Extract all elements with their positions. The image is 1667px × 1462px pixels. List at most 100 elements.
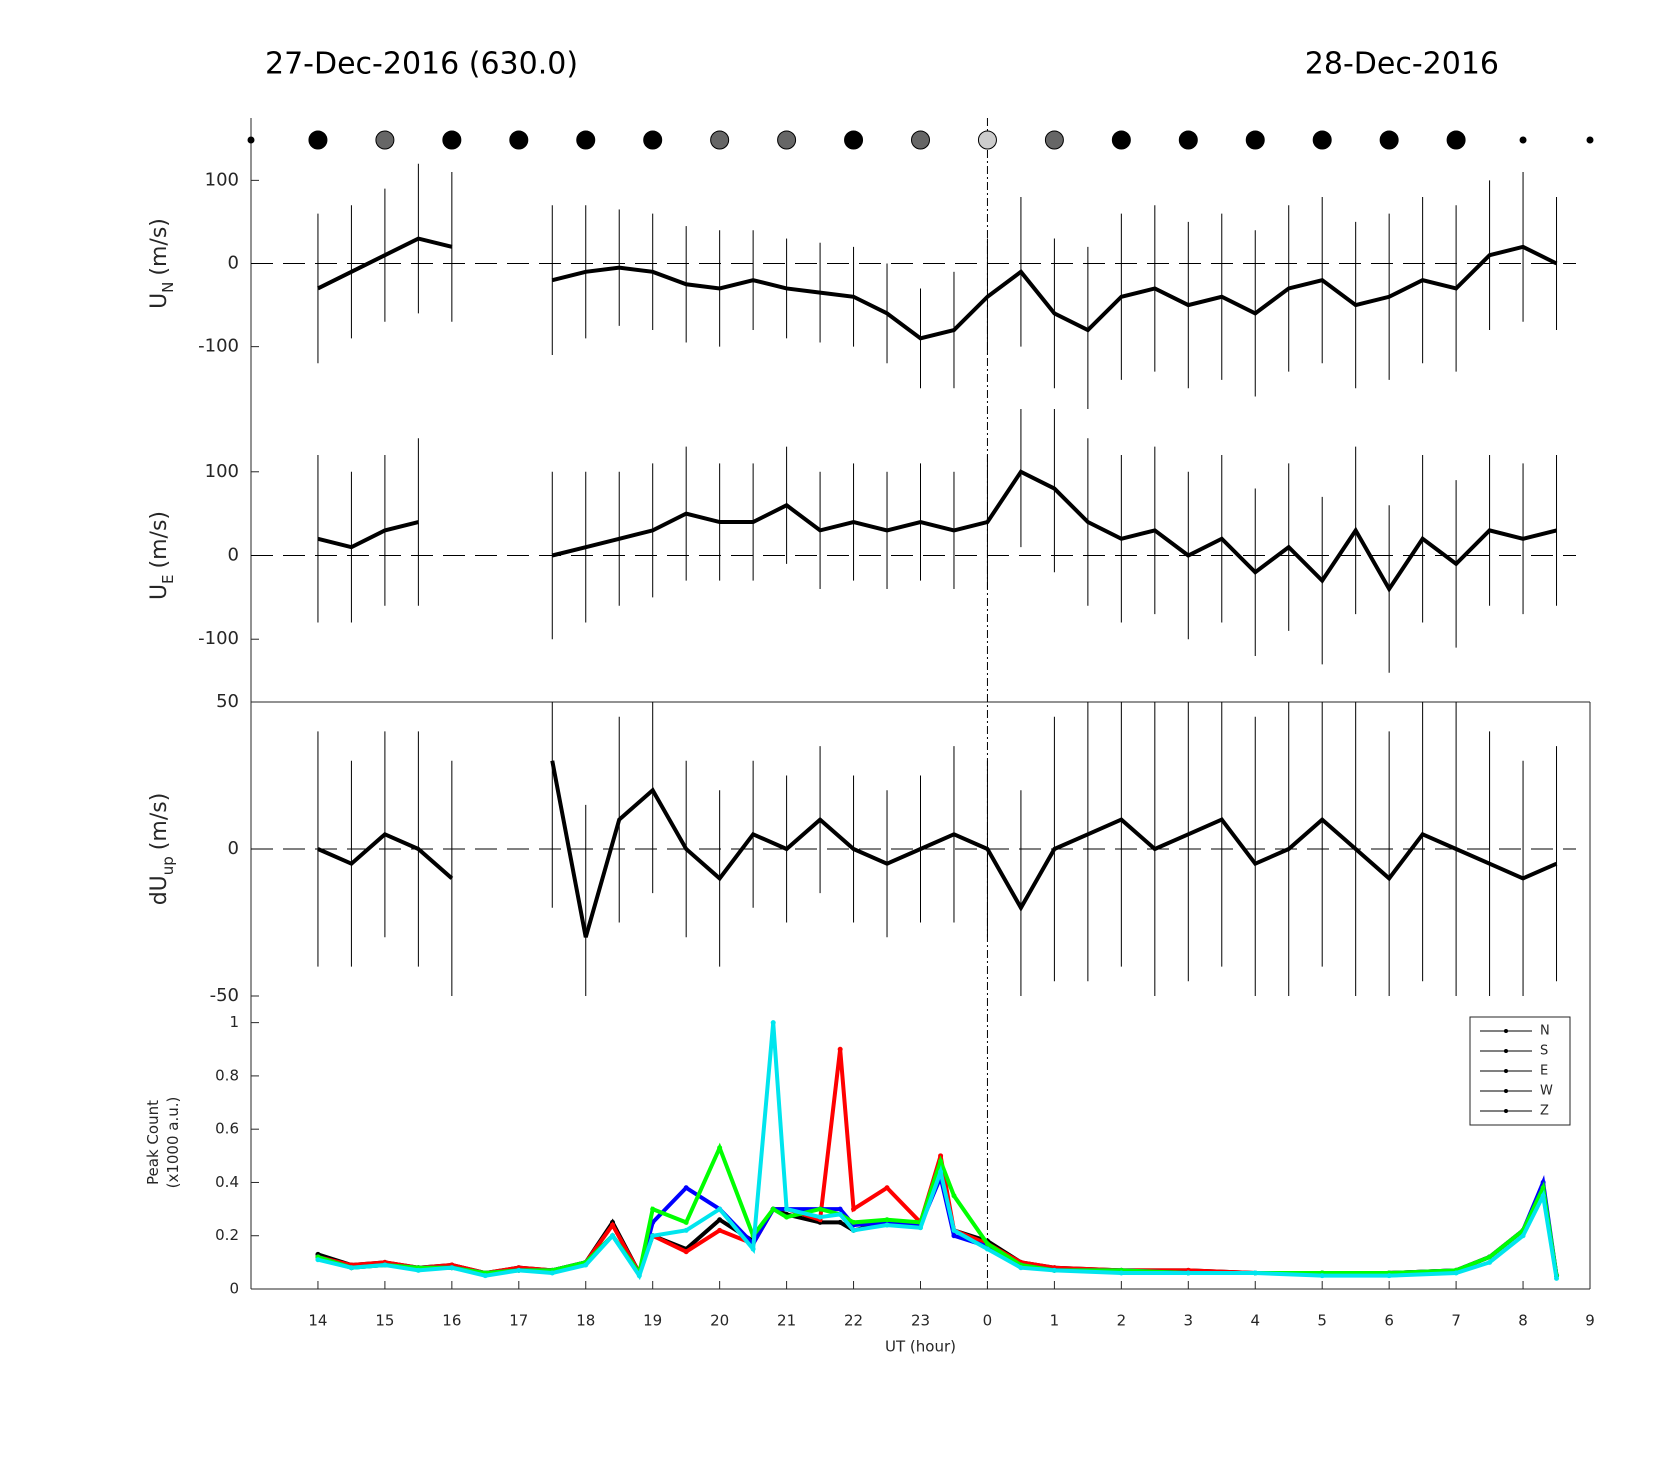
sky-marker: [977, 130, 997, 150]
x-tick-label: 1: [1050, 1312, 1060, 1330]
series-dot: [951, 1233, 957, 1239]
y-label-main: dU: [147, 875, 172, 905]
x-tick-label: 3: [1184, 1312, 1194, 1330]
series-dot: [683, 1185, 689, 1191]
sky-marker: [1178, 130, 1198, 150]
y-label-main: U: [147, 584, 172, 600]
y-label-sub: N: [159, 282, 177, 293]
y-tick-label: -50: [210, 985, 239, 1006]
series-dot: [837, 1206, 843, 1212]
legend-label: S: [1540, 1044, 1548, 1059]
series-dot: [449, 1265, 455, 1271]
data-line: [317, 760, 1558, 938]
sky-marker: [375, 130, 395, 150]
series-line: [317, 1170, 1559, 1278]
y-tick-label: 1: [229, 1013, 239, 1031]
x-tick-label: 0: [983, 1312, 993, 1330]
y-label-sub: E: [159, 574, 177, 583]
series-dot: [770, 1206, 776, 1212]
x-tick-label: 19: [643, 1312, 662, 1330]
y-label-unit: (m/s): [147, 511, 172, 568]
plot-area: [251, 163, 1576, 409]
legend-dot: [1504, 1109, 1508, 1113]
y-axis-label: UN (m/s): [147, 218, 177, 309]
x-tick-label: 21: [777, 1312, 796, 1330]
x-tick-label: 4: [1250, 1312, 1260, 1330]
sky-marker: [308, 130, 328, 150]
x-tick-label: 23: [911, 1312, 930, 1330]
series-dot: [717, 1217, 723, 1223]
sky-marker: [1379, 130, 1399, 150]
sky-marker: [710, 130, 730, 150]
series-dot: [817, 1214, 823, 1220]
series-dot: [610, 1233, 616, 1239]
series-dot: [415, 1267, 421, 1273]
series-dot: [683, 1227, 689, 1233]
legend-dot: [1504, 1049, 1508, 1053]
sky-marker: [911, 130, 930, 150]
series-dot: [1018, 1265, 1024, 1271]
series-dot: [1319, 1273, 1325, 1279]
series-dot: [851, 1206, 857, 1212]
series-dot: [1185, 1270, 1191, 1276]
chart-subtitle: 28-Dec-2016: [1305, 47, 1499, 82]
series-dot: [837, 1211, 843, 1217]
x-axis-label: UT (hour): [885, 1338, 956, 1356]
y-label-unit: (m/s): [147, 793, 172, 850]
y-label-unit: (m/s): [147, 218, 172, 275]
series-dot: [583, 1262, 589, 1268]
y-tick-label: 0: [228, 545, 239, 566]
y-tick-label: 0.4: [215, 1173, 239, 1191]
sky-marker: [1111, 130, 1131, 150]
legend-label: Z: [1540, 1104, 1549, 1119]
legend-label: N: [1540, 1024, 1550, 1039]
sky-marker: [1446, 130, 1466, 150]
series-dot: [884, 1222, 890, 1228]
series-dot: [549, 1270, 555, 1276]
series-line: [317, 1049, 1559, 1278]
y-label-unit: (x1000 a.u.): [164, 1097, 182, 1189]
y-label-main: U: [147, 293, 172, 309]
series-dot: [1540, 1193, 1546, 1199]
series-dot: [1554, 1275, 1560, 1281]
series-dot: [315, 1257, 321, 1263]
y-tick-label: 0: [229, 1280, 239, 1298]
x-tick-label: 8: [1518, 1312, 1528, 1330]
series-dot: [717, 1145, 723, 1151]
series-dot: [1252, 1270, 1258, 1276]
data-line: [317, 236, 1558, 341]
series-dot: [482, 1273, 488, 1279]
series-dot: [784, 1214, 790, 1220]
x-tick-label: 17: [509, 1312, 528, 1330]
y-label-main: Peak Count: [144, 1100, 162, 1185]
series-dot: [1051, 1267, 1057, 1273]
series-dot: [1487, 1259, 1493, 1265]
legend-dot: [1504, 1029, 1508, 1033]
plot-area: [251, 702, 1576, 996]
series-dot: [382, 1262, 388, 1268]
series-dot: [938, 1158, 944, 1164]
series-dot: [984, 1246, 990, 1252]
series-dot: [717, 1206, 723, 1212]
series-dot: [770, 1020, 776, 1026]
x-tick-label: 22: [844, 1312, 863, 1330]
sky-marker: [442, 130, 462, 150]
sky-marker: [1519, 136, 1527, 144]
x-tick-label: 20: [710, 1312, 729, 1330]
series-dot: [784, 1206, 790, 1212]
x-tick-label: 18: [576, 1312, 595, 1330]
series-dot: [837, 1219, 843, 1225]
x-tick-label: 5: [1317, 1312, 1327, 1330]
series-dot: [1540, 1185, 1546, 1191]
y-tick-label: 100: [205, 461, 239, 482]
series-line: [317, 1022, 1559, 1281]
chart-title: 27-Dec-2016 (630.0): [265, 47, 578, 82]
series-dot: [837, 1046, 843, 1052]
x-tick-label: 16: [442, 1312, 461, 1330]
series-dot: [851, 1227, 857, 1233]
series-dot: [516, 1267, 522, 1273]
series-dot: [750, 1246, 756, 1252]
sky-marker: [247, 136, 255, 144]
series-dot: [884, 1185, 890, 1191]
